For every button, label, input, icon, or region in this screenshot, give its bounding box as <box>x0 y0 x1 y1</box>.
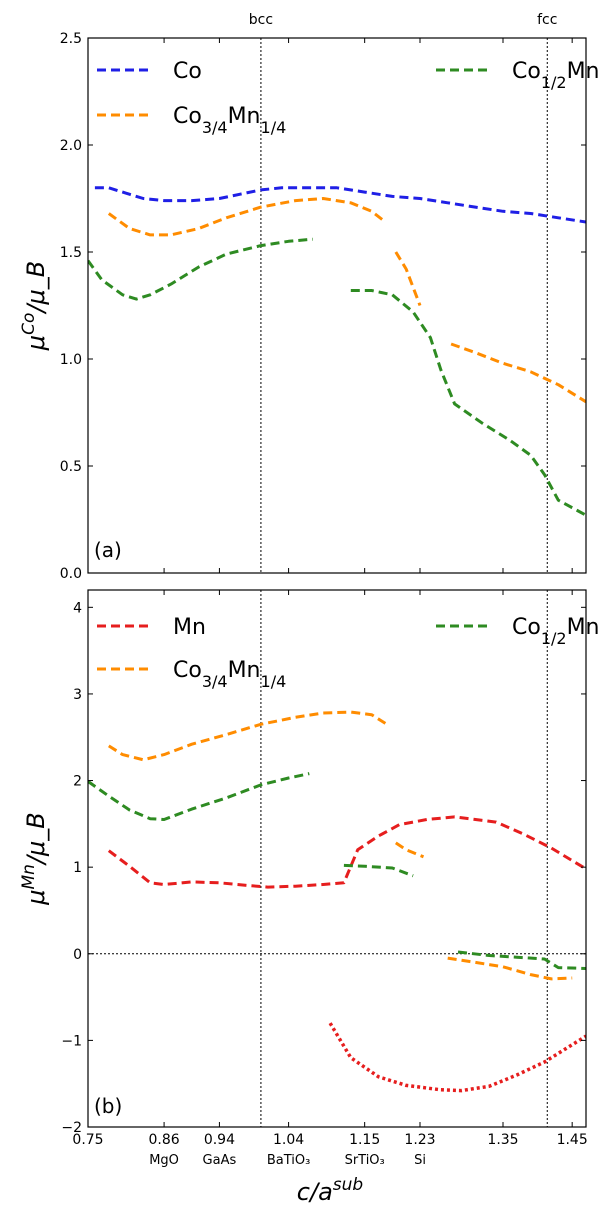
y-tick-label: 1.5 <box>60 245 82 261</box>
panel-label: (a) <box>94 538 122 562</box>
axes-frame <box>87 589 587 1128</box>
y-axis-title: μMn​/μ_B <box>19 812 50 906</box>
series-line-2-segment-0 <box>108 710 387 762</box>
substrate-label: GaAs <box>203 1153 237 1168</box>
x-tick-label: 1.45 <box>557 1132 588 1148</box>
x-tick-label: 1.15 <box>349 1132 380 1148</box>
x-tick-label: 1.35 <box>487 1132 518 1148</box>
legend-item: Co <box>97 59 202 84</box>
series-line-1-segment-0 <box>328 1022 586 1093</box>
substrate-label: Si <box>414 1153 426 1168</box>
legend-label: Co1/2​Mn1/2​ <box>512 59 598 92</box>
x-tick-label: 1.23 <box>404 1132 435 1148</box>
legend-label: Co3/4​Mn1/4​ <box>173 658 286 691</box>
panel-a: bcc fcc 0.0 0.5 1.0 1.5 2.0 2.5 μCo​/μ_B (a) Co Co3… <box>19 12 598 582</box>
x-axis-title: c/asub​ <box>297 1175 363 1206</box>
series-line-0-segment-0 <box>94 186 586 224</box>
y-tick-label: 0.0 <box>60 566 82 582</box>
y-tick-label: 0.5 <box>60 459 82 475</box>
legend-item: Co3/4​Mn1/4​ <box>97 104 286 137</box>
legend-item: Co1/2​Mn1/2​ <box>436 59 598 92</box>
legend-label: Co3/4​Mn1/4​ <box>173 104 286 137</box>
x-tick-label: 1.04 <box>273 1132 304 1148</box>
series-line-2-segment-2 <box>447 956 573 981</box>
x-tick-label: 0.86 <box>148 1132 179 1148</box>
series-line-1-segment-1 <box>394 251 422 307</box>
series-line-2-segment-1 <box>394 841 425 859</box>
substrate-label: BaTiO₃ <box>267 1153 310 1168</box>
y-tick-label: −1 <box>61 1033 82 1049</box>
series-line-2-segment-1 <box>350 289 586 517</box>
legend-item: Co1/2​Mn1/2​ <box>436 615 598 648</box>
plot-area <box>88 186 586 517</box>
legend-label: Co <box>173 59 202 84</box>
panel-b: −2 −1 0 1 2 3 4 0.75 0.86 0.94 1.04 1.15 1.23 1.35 1.4… <box>19 589 598 1168</box>
substrate-label: SrTiO₃ <box>345 1153 385 1168</box>
series-line-1-segment-2 <box>450 342 586 404</box>
y-axis-title: μCo​/μ_B <box>19 261 50 351</box>
x-tick-label: 0.94 <box>204 1132 235 1148</box>
reference-label-bcc: bcc <box>249 12 273 28</box>
series-line-3-segment-1 <box>343 863 414 878</box>
y-tick-label: 1.0 <box>60 352 82 368</box>
y-tick-label: 2 <box>73 774 82 790</box>
series-line-3-segment-2 <box>457 950 586 970</box>
y-tick-label: 2.0 <box>60 138 82 154</box>
y-tick-label: 2.5 <box>60 31 82 47</box>
axes-frame <box>87 37 587 574</box>
reference-label-fcc: fcc <box>537 12 557 28</box>
y-tick-label: −2 <box>61 1120 82 1136</box>
y-tick-label: 4 <box>73 600 82 616</box>
x-tick-label: 0.75 <box>72 1132 103 1148</box>
legend-label: Mn <box>173 615 206 640</box>
series-line-1-segment-0 <box>107 197 387 237</box>
legend-item: Mn <box>97 615 206 640</box>
panel-label: (b) <box>94 1094 122 1118</box>
y-tick-label: 0 <box>73 947 82 963</box>
legend-item: Co3/4​Mn1/4​ <box>97 658 286 691</box>
y-tick-label: 1 <box>73 860 82 876</box>
series-line-2-segment-0 <box>88 237 313 301</box>
y-tick-label: 3 <box>73 687 82 703</box>
plot-area <box>88 710 586 1093</box>
series-line-3-segment-0 <box>88 772 310 821</box>
substrate-label: MgO <box>149 1153 179 1168</box>
series-line-0-segment-0 <box>107 815 586 889</box>
legend-label: Co1/2​Mn1/2​ <box>512 615 598 648</box>
